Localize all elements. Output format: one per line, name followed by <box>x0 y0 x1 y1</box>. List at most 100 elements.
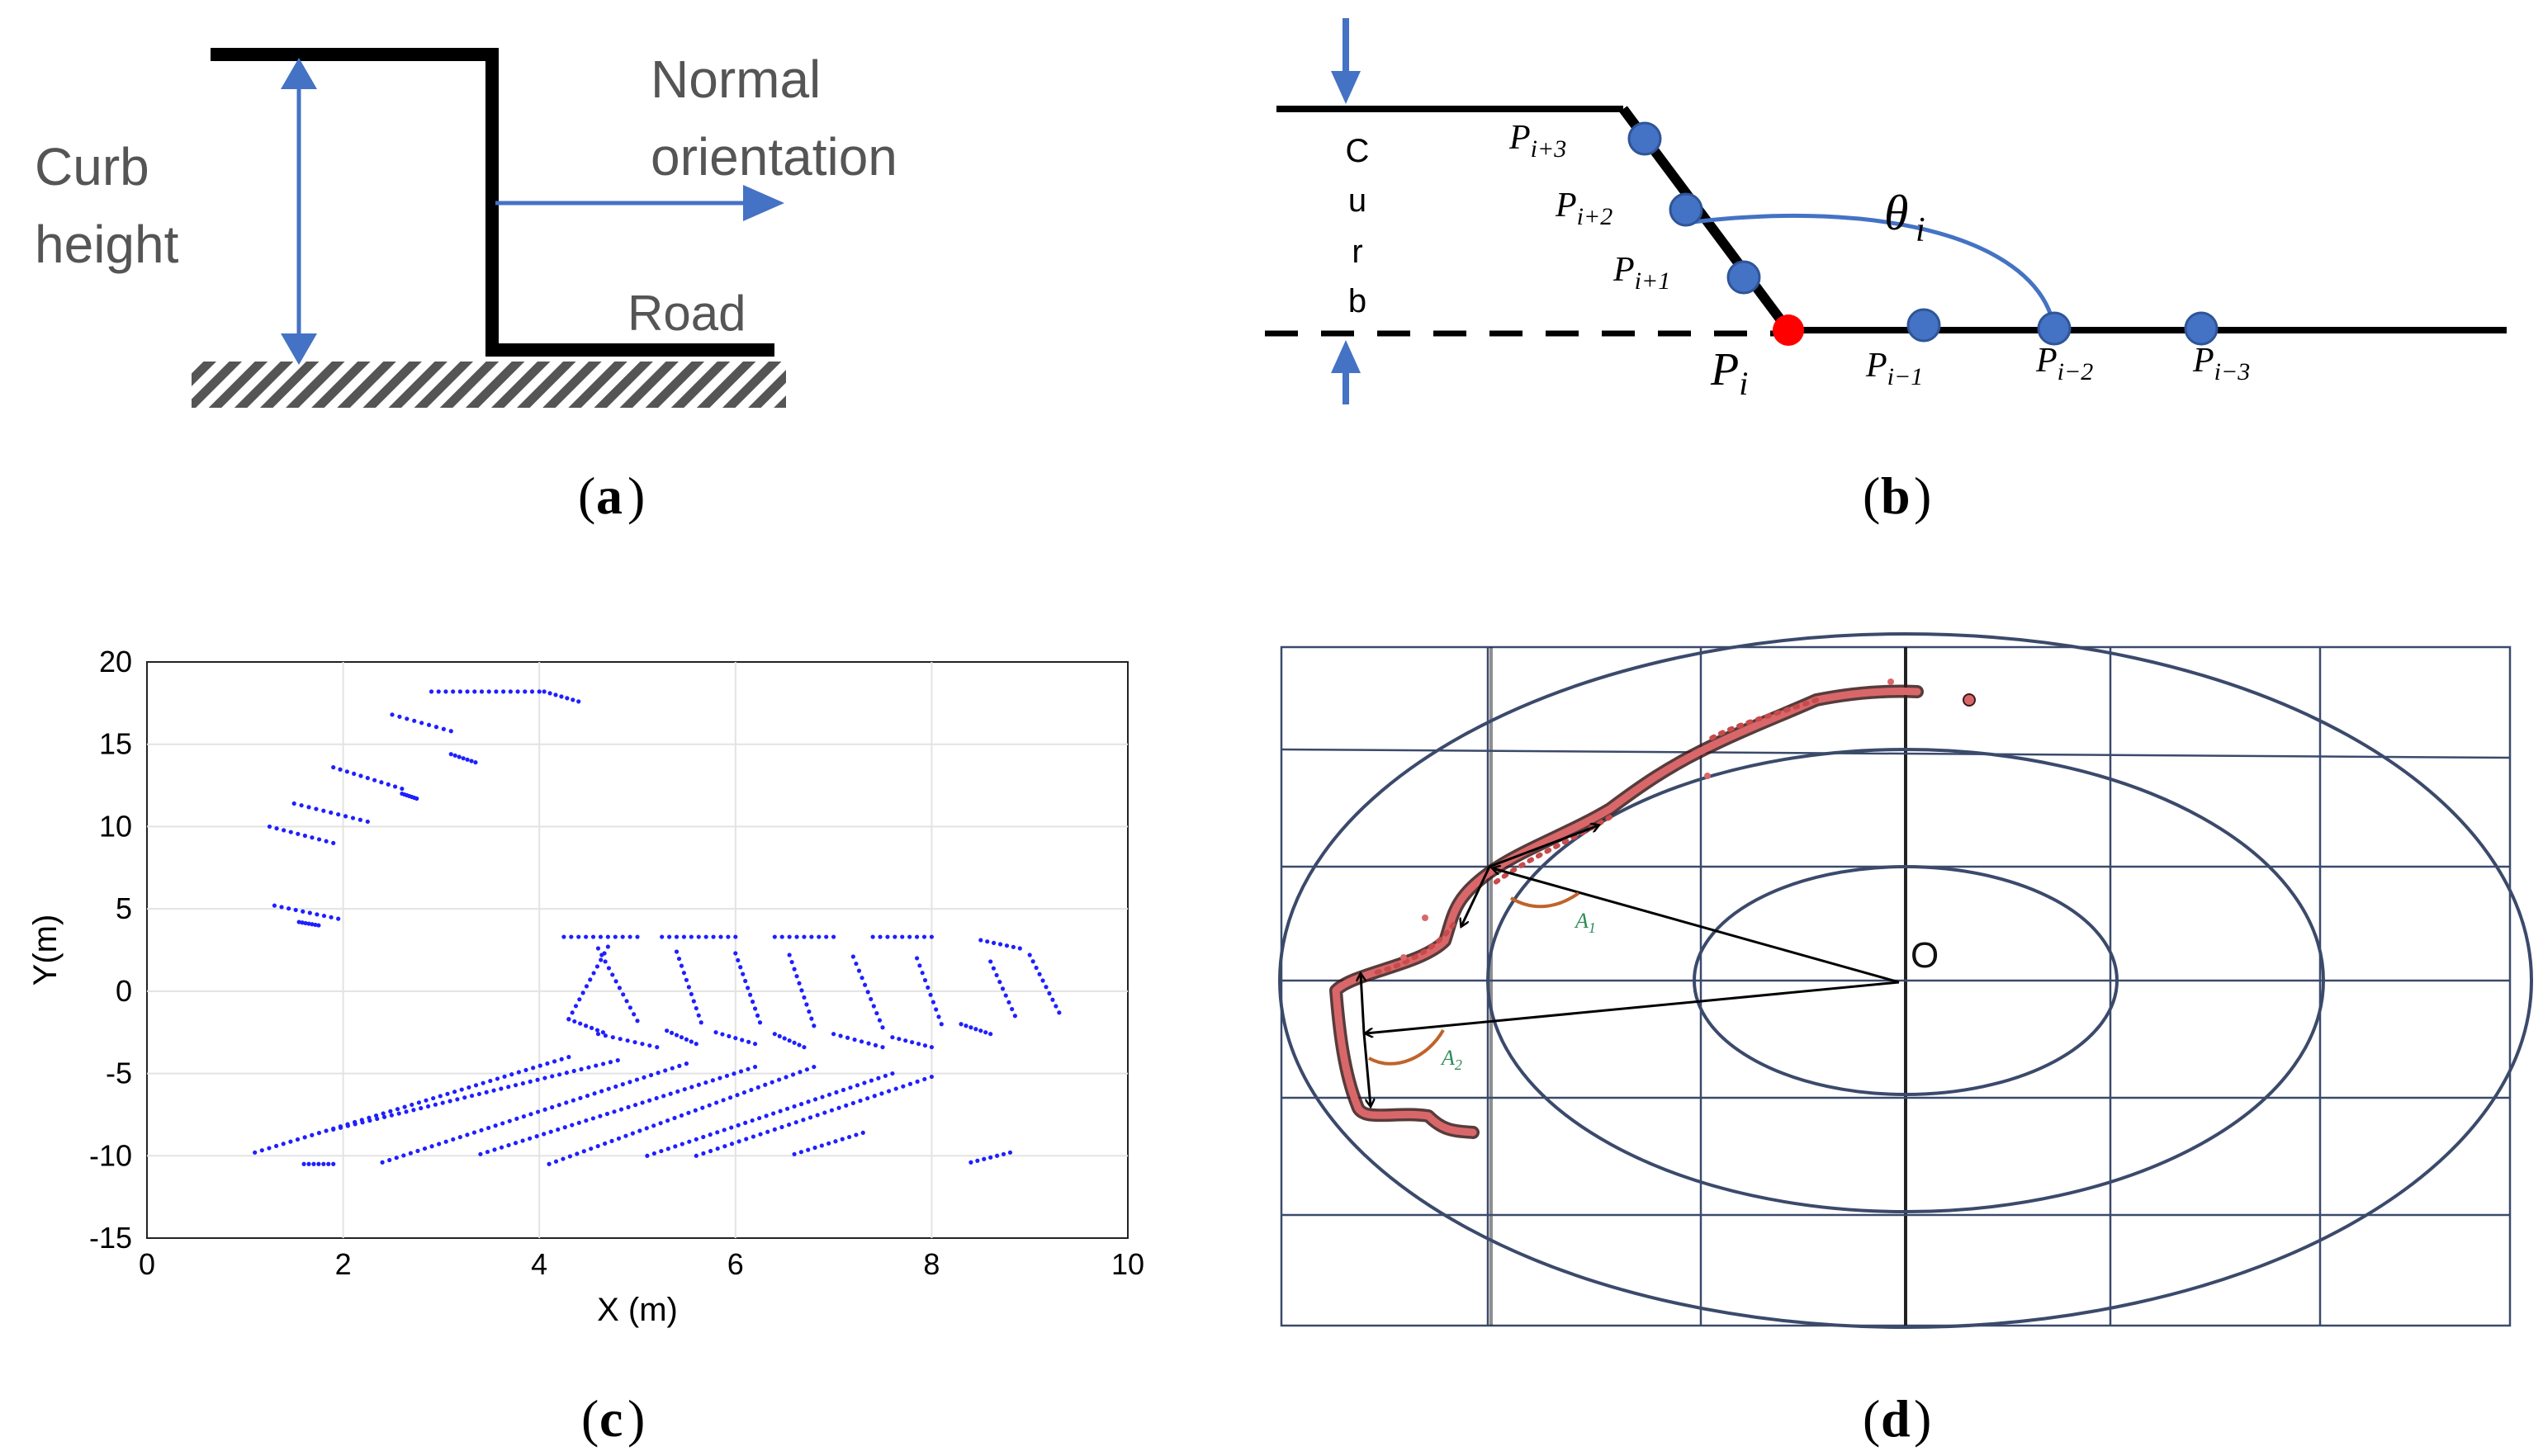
scatter-series-1 <box>542 689 581 704</box>
scatter-point <box>388 1109 393 1113</box>
label-curb: Curb <box>35 137 149 196</box>
scatter-point <box>422 1146 428 1151</box>
scatter-point <box>253 1150 258 1155</box>
scatter-point <box>869 1078 874 1083</box>
scatter-point <box>751 1134 756 1139</box>
scatter-point <box>389 1113 394 1118</box>
scatter-point <box>473 1083 479 1088</box>
scatter-series-20 <box>914 956 944 1027</box>
label-road: Road <box>627 286 746 341</box>
scatter-point <box>448 1099 452 1104</box>
scatter-point <box>700 1105 705 1110</box>
label-p-i-plus-3: Pi+3 <box>1508 119 1566 163</box>
scatter-point <box>433 1102 438 1107</box>
scatter-point <box>493 1123 498 1128</box>
scatter-point <box>772 1032 777 1037</box>
curb-letter-u: u <box>1348 182 1366 219</box>
scatter-series-31 <box>253 1055 571 1155</box>
scatter-point <box>321 913 327 919</box>
scatter-point <box>787 934 792 939</box>
scatter-point <box>528 1112 533 1117</box>
scatter-point <box>743 1120 748 1125</box>
scatter-point <box>855 1083 860 1088</box>
scatter-point <box>715 1130 720 1135</box>
scatter-point <box>710 1078 715 1083</box>
scatter-point <box>465 1132 470 1137</box>
scatter-point <box>727 1033 732 1038</box>
scatter-point <box>870 934 875 939</box>
scatter-point <box>595 946 601 951</box>
scatter-point <box>590 934 596 939</box>
x-axis-label: X (m) <box>597 1292 678 1328</box>
scatter-point <box>654 1095 659 1101</box>
scatter-point <box>313 922 318 928</box>
scatter-point <box>661 1094 666 1099</box>
point-i-minus-3 <box>2184 311 2219 346</box>
svg-text:(: ( <box>1863 466 1880 525</box>
scatter-series-28 <box>831 1032 885 1050</box>
scatter-point <box>985 939 990 944</box>
scatter-point <box>613 979 618 984</box>
scatter-point <box>324 1128 329 1133</box>
scatter-point <box>438 1094 443 1099</box>
scatter-point <box>445 1091 450 1096</box>
scatter-point <box>326 1161 331 1166</box>
y-tick-label: 20 <box>99 645 132 678</box>
scatter-point <box>988 959 993 964</box>
scatter-point <box>379 780 384 785</box>
scatter-point <box>279 905 284 910</box>
scatter-point <box>934 1007 939 1012</box>
scatter-point <box>822 1110 827 1115</box>
scatter-point <box>711 934 716 939</box>
curb-arrow-bottom-head <box>1331 340 1361 373</box>
scatter-point <box>548 1129 553 1134</box>
scatter-point <box>792 1151 797 1156</box>
scatter-point <box>324 839 329 844</box>
scatter-point <box>579 1066 584 1071</box>
scatter-point <box>743 978 748 984</box>
scatter-point <box>331 1161 336 1166</box>
label-p-i: Pi <box>1710 344 1748 402</box>
scatter-point <box>386 782 391 787</box>
scatter-point <box>790 1072 796 1077</box>
scatter-point <box>465 757 470 762</box>
scatter-point <box>997 942 1003 947</box>
scatter-point <box>441 726 446 731</box>
scatter-point <box>621 992 626 997</box>
scatter-point <box>883 1073 888 1079</box>
svg-text:(: ( <box>1863 1389 1880 1448</box>
scatter-point <box>848 1085 853 1090</box>
curb-arrow-top-head <box>1331 71 1361 104</box>
scatter-point <box>772 1127 777 1132</box>
scatter-point <box>866 1041 871 1046</box>
scatter-point <box>612 1109 617 1114</box>
scatter-point <box>321 1161 326 1166</box>
theta-subscript: i <box>1916 211 1925 249</box>
x-tick-label: 8 <box>923 1247 940 1281</box>
scatter-point <box>572 1019 577 1024</box>
scatter-point <box>724 1073 730 1079</box>
scatter-point <box>959 1022 964 1027</box>
scatter-point <box>412 718 417 723</box>
scatter-point <box>316 837 322 842</box>
scatter-point <box>405 716 410 721</box>
scatter-point <box>608 1060 613 1065</box>
scatter-point <box>618 1037 623 1042</box>
scatter-point <box>873 1042 878 1047</box>
scatter-point <box>635 1019 640 1023</box>
origin-label: O <box>1911 935 1939 976</box>
scatter-point <box>329 810 334 815</box>
scatter-point <box>746 986 751 990</box>
scatter-point <box>668 1091 673 1096</box>
scatter-point <box>807 1009 812 1014</box>
scatter-point <box>876 1075 881 1080</box>
scatter-point <box>901 1084 906 1089</box>
scatter-point <box>632 1103 638 1108</box>
range-rings <box>1278 632 2533 1329</box>
ring-outer <box>1278 632 2533 1329</box>
scatter-point <box>476 1091 481 1097</box>
scatter-point <box>752 1064 758 1070</box>
scatter-point <box>588 977 593 982</box>
scatter-point <box>302 833 307 839</box>
